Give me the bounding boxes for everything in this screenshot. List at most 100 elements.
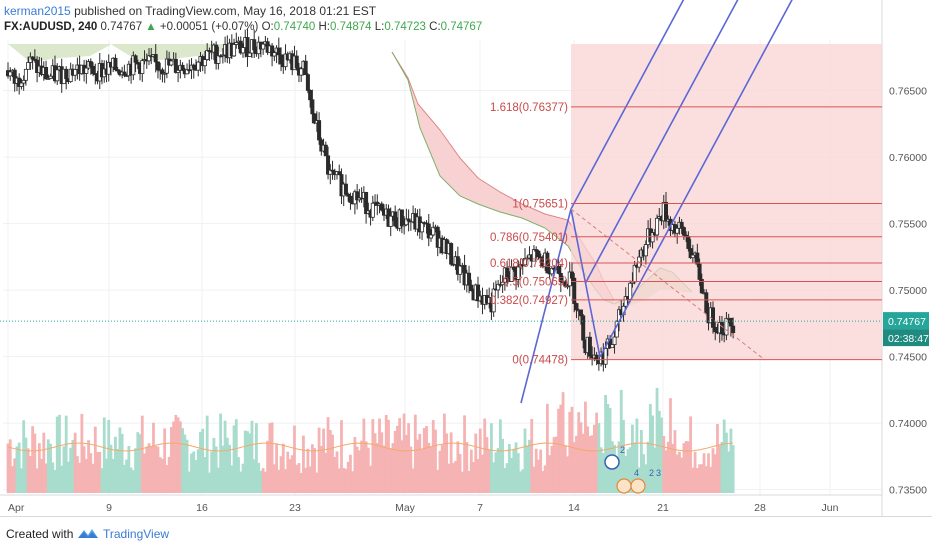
volume-bar <box>122 464 126 493</box>
volume-bar <box>281 443 285 493</box>
volume-bar <box>559 404 563 493</box>
volume-bar <box>599 447 603 493</box>
volume-bar <box>689 416 693 493</box>
volume-bar <box>460 471 464 493</box>
volume-bar <box>378 418 381 493</box>
candle-body <box>140 60 145 74</box>
volume-bar <box>503 467 507 493</box>
time-tick-label: 14 <box>568 502 580 514</box>
volume-bar <box>98 451 102 493</box>
volume-bar <box>243 430 247 493</box>
volume-bar <box>586 426 590 493</box>
price-chart[interactable]: 1.618(0.76377) 1(0.75651) 0.786(0.75401) 0.… <box>0 0 932 516</box>
volume-bar <box>111 458 115 493</box>
volume-bar <box>387 419 390 493</box>
candle-body <box>113 57 118 71</box>
volume-bar <box>608 407 612 493</box>
volume-bar <box>373 433 377 493</box>
volume-bar <box>263 471 267 493</box>
price-axis[interactable]: 0.76500 0.76000 0.75500 0.75000 0.74500 0.740… <box>883 86 929 497</box>
volume-bar <box>566 456 569 493</box>
volume-bar <box>467 470 471 493</box>
volume-bar <box>105 458 108 493</box>
volume-bar <box>563 445 567 493</box>
volume-bar <box>391 443 395 493</box>
candle-body <box>19 82 24 87</box>
volume-bar <box>286 451 290 493</box>
candle-body <box>697 263 702 280</box>
volume-bar <box>400 440 404 493</box>
volume-bar <box>80 413 84 493</box>
candle-body <box>317 120 322 141</box>
event-badge-count: 3 <box>656 468 661 478</box>
volume-bar <box>727 451 731 493</box>
volume-bar <box>304 467 308 493</box>
candle-body <box>122 71 127 76</box>
change-arrow-icon: ▲ <box>145 21 157 33</box>
tradingview-logo-icon[interactable] <box>77 526 99 540</box>
volume-bar <box>161 458 164 493</box>
candle-body <box>704 292 709 314</box>
candle-body <box>491 288 496 313</box>
volume-bar <box>686 441 690 493</box>
volume-bar <box>20 468 23 493</box>
fib-level-label: 1(0.75651) <box>512 199 568 211</box>
volume-bar <box>366 447 370 493</box>
candle-body <box>169 60 174 66</box>
volume-bar <box>147 443 151 493</box>
candle-body <box>162 72 167 75</box>
volume-bar <box>525 445 529 493</box>
volume-bar <box>474 433 478 493</box>
candle-body <box>610 344 615 349</box>
candle-body <box>240 47 245 54</box>
event-badges[interactable]: 24 2 3 <box>604 445 661 494</box>
tradingview-brand[interactable]: TradingView <box>103 527 170 541</box>
volume-bar <box>572 442 576 493</box>
candle-body <box>73 68 78 76</box>
volume-bar <box>725 432 728 493</box>
volume-bar <box>481 454 484 493</box>
candle-body <box>711 307 716 328</box>
candle-body <box>26 62 31 70</box>
candle-body <box>84 67 89 74</box>
candle-body <box>399 209 404 227</box>
candle-body <box>664 201 669 222</box>
candle-body <box>133 55 138 63</box>
event-badge-count: 2 <box>620 445 625 455</box>
candle-body <box>531 249 536 262</box>
fib-retracement[interactable]: 1.618(0.76377) 1(0.75651) 0.786(0.75401) 0.… <box>490 102 882 367</box>
volume-bar <box>230 465 234 493</box>
time-tick-label: 9 <box>106 502 112 514</box>
author-link[interactable]: kerman2015 <box>4 4 71 18</box>
candle-body <box>180 64 185 71</box>
volume-bar <box>154 445 158 493</box>
candle-body <box>276 47 281 56</box>
volume-bar <box>331 434 334 493</box>
candle-body <box>261 43 266 50</box>
volume-bar <box>537 459 540 493</box>
volume-bar <box>275 443 278 493</box>
candle-body <box>370 202 375 218</box>
symbol-label[interactable]: FX:AUDUSD, 240 <box>4 21 98 33</box>
volume-bar <box>631 424 634 493</box>
volume-bar <box>252 459 256 493</box>
open-label: O: <box>261 21 274 33</box>
candle-body <box>279 54 284 65</box>
candle-body <box>632 264 637 283</box>
volume-bar <box>552 437 556 493</box>
volume-bar <box>67 461 70 493</box>
volume-bar <box>519 471 522 493</box>
time-axis[interactable]: Apr 9 16 23 May 7 14 21 28 Jun <box>8 502 839 514</box>
candle-body <box>12 69 17 84</box>
volume-bar <box>163 428 167 493</box>
volume-bar <box>539 449 543 493</box>
volume-bar <box>545 403 549 493</box>
volume-bar <box>15 446 19 493</box>
volume-bar <box>601 453 605 493</box>
volume-bar <box>494 452 498 493</box>
volume-bar <box>199 431 202 493</box>
price-tick-label: 0.75000 <box>889 285 927 297</box>
drawings[interactable] <box>0 0 882 404</box>
candle-body <box>525 257 530 260</box>
volume-bar <box>116 448 120 493</box>
